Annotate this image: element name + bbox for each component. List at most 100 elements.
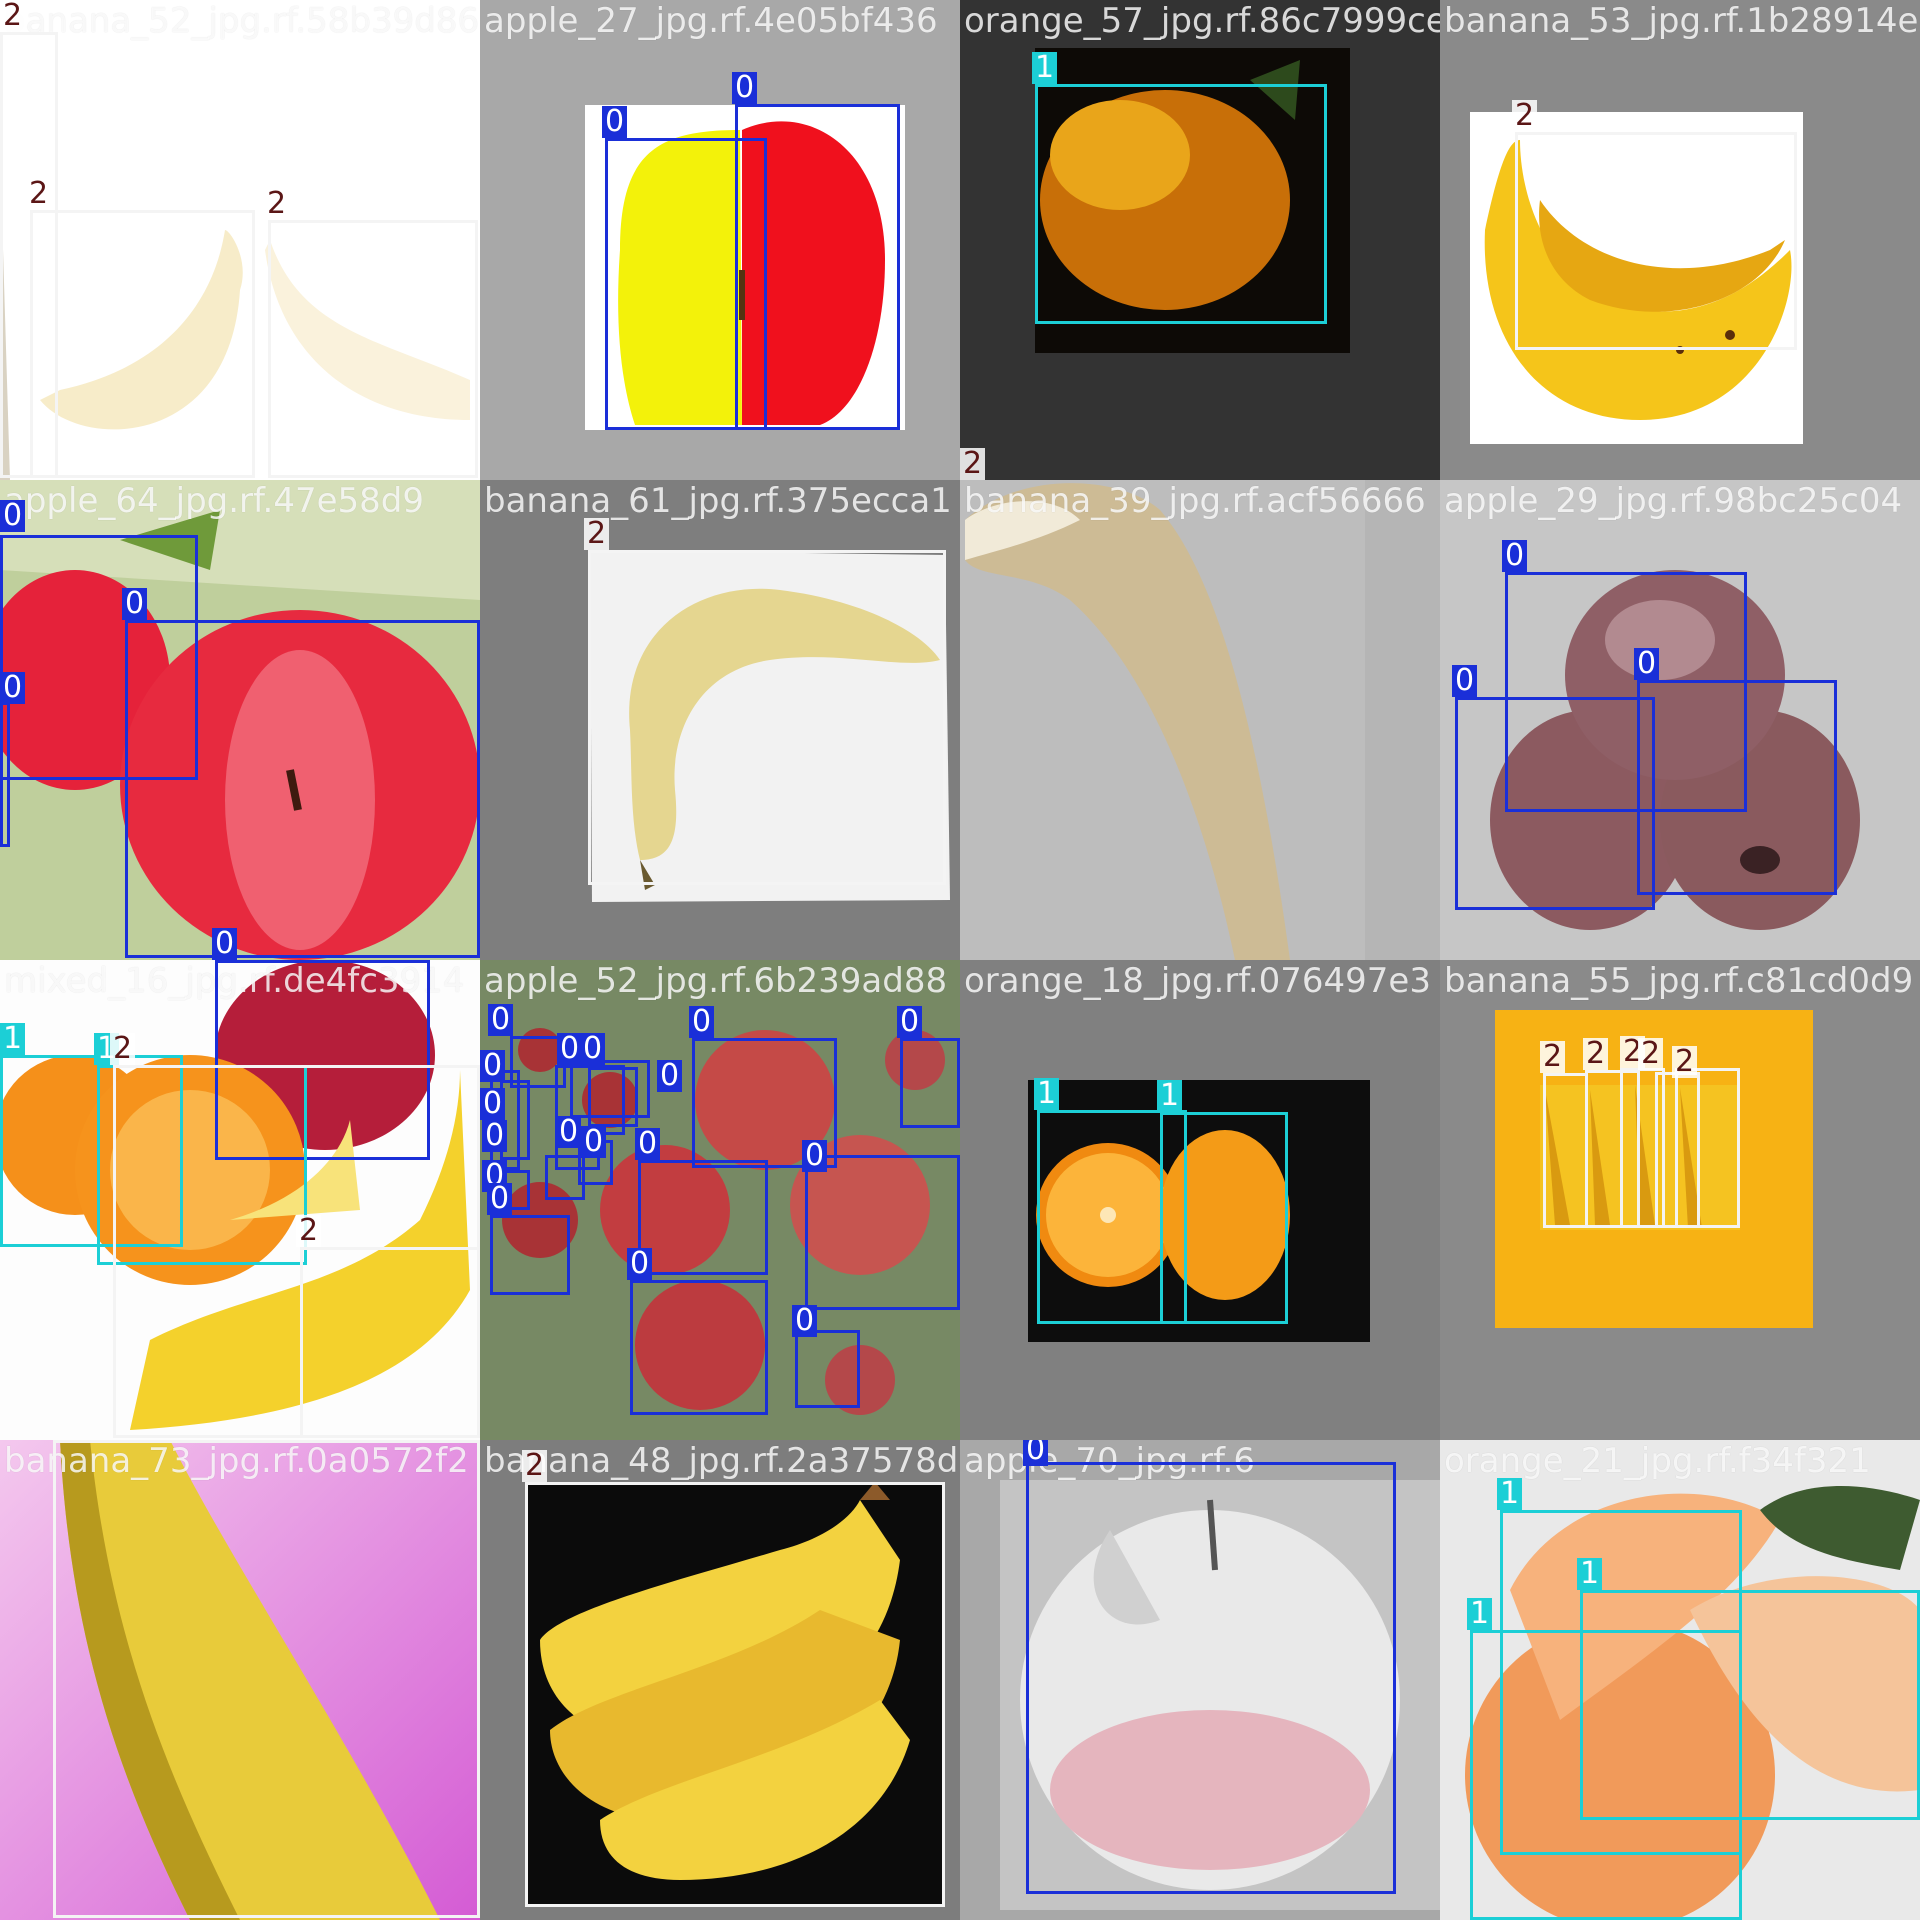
tile-11: orange_18_jpg.rf.076497e3 1 1 xyxy=(960,960,1440,1440)
bbox-label: 1 xyxy=(1032,52,1058,84)
tile-10: apple_52_jpg.rf.6b239ad88 0 0 0 0 0 0 0 … xyxy=(480,960,960,1440)
bbox-apple xyxy=(490,1215,570,1295)
bbox-label: 2 xyxy=(110,1033,136,1065)
bbox-apple xyxy=(1505,572,1747,812)
bbox-orange xyxy=(1470,1630,1742,1920)
tile-6: banana_61_jpg.rf.375ecca1 2 xyxy=(480,480,960,960)
bbox-label: 0 xyxy=(480,1088,506,1120)
bbox-label: 0 xyxy=(482,1120,508,1152)
banana-image xyxy=(0,1440,480,1920)
bbox-label: 2 xyxy=(960,448,986,480)
tile-filename: banana_73_jpg.rf.0a0572f2 xyxy=(4,1441,469,1481)
tile-7: banana_39_jpg.rf.acf56666 xyxy=(960,480,1440,960)
tile-4: banana_53_jpg.rf.1b28914e 2 xyxy=(1440,0,1920,480)
bbox-apple xyxy=(805,1155,960,1310)
bbox-orange xyxy=(0,1055,183,1247)
banana-image xyxy=(480,480,960,960)
tile-2: apple_27_jpg.rf.4e05bf436 0 0 xyxy=(480,0,960,480)
tile-filename: banana_61_jpg.rf.375ecca1 xyxy=(484,481,952,521)
banana-image xyxy=(1440,0,1920,480)
bbox-label: 1 xyxy=(1577,1558,1603,1590)
bbox-apple xyxy=(545,1155,585,1200)
bbox-label: 0 xyxy=(689,1006,715,1038)
bbox-banana xyxy=(53,1440,480,1918)
bbox-banana xyxy=(300,1247,480,1438)
bbox-apple xyxy=(630,1280,768,1415)
bbox-label: 2 xyxy=(1512,100,1538,132)
tile-filename: orange_18_jpg.rf.076497e3 xyxy=(964,961,1431,1001)
bbox-apple xyxy=(125,620,480,958)
bbox-banana xyxy=(588,550,946,885)
bbox-label: 2 xyxy=(26,178,52,210)
tile-filename: orange_21_jpg.rf.f34f321 xyxy=(1444,1441,1871,1481)
bbox-label: 0 xyxy=(1452,665,1478,697)
bbox-label: 0 xyxy=(556,1116,582,1148)
bbox-orange xyxy=(1037,1110,1187,1324)
bbox-banana xyxy=(1515,132,1797,350)
bbox-label: 0 xyxy=(792,1305,818,1337)
tile-8: apple_29_jpg.rf.98bc25c04 0 0 0 xyxy=(1440,480,1920,960)
bbox-label: 0 xyxy=(635,1128,661,1160)
bbox-label: 0 xyxy=(488,1004,514,1036)
bbox-apple xyxy=(1637,680,1837,895)
tile-filename: banana_53_jpg.rf.1b28914e xyxy=(1444,1,1919,41)
bbox-label: 1 xyxy=(0,1023,26,1055)
bbox-label: 1 xyxy=(1497,1478,1523,1510)
bbox-label: 0 xyxy=(657,1060,683,1092)
bbox-apple xyxy=(588,1067,638,1127)
bbox-banana xyxy=(1675,1068,1740,1228)
tile-1: banana_52_jpg.rf.58b39d86 2 2 2 xyxy=(0,0,480,480)
bbox-apple xyxy=(0,702,10,847)
bbox-label: 0 xyxy=(580,1033,606,1065)
banana-image xyxy=(960,480,1440,960)
bbox-label: 2 xyxy=(584,518,610,550)
bbox-label: 0 xyxy=(627,1248,653,1280)
bbox-banana xyxy=(268,220,478,478)
bbox-banana xyxy=(1543,1073,1588,1228)
tile-filename: apple_52_jpg.rf.6b239ad88 xyxy=(484,961,948,1001)
tile-filename: apple_27_jpg.rf.4e05bf436 xyxy=(484,1,938,41)
tile-filename: banana_55_jpg.rf.c81cd0d9 xyxy=(1444,961,1914,1001)
tile-5: apple_64_jpg.rf.47e58d9 0 0 0 0 xyxy=(0,480,480,960)
bbox-label: 2 xyxy=(296,1215,322,1247)
tile-3: orange_57_jpg.rf.86c7999ce 1 2 xyxy=(960,0,1440,480)
banana-image xyxy=(480,1440,960,1920)
banana-image xyxy=(1440,960,1920,1440)
bbox-label: 0 xyxy=(480,1050,506,1082)
bbox-label: 2 xyxy=(522,1450,548,1482)
tile-filename: orange_57_jpg.rf.86c7999ce xyxy=(964,1,1440,41)
bbox-label: 0 xyxy=(212,928,238,960)
bbox-banana xyxy=(30,210,255,478)
banana-image xyxy=(0,0,480,480)
bbox-label: 2 xyxy=(1638,1038,1664,1070)
bbox-label: 0 xyxy=(0,500,26,532)
bbox-apple xyxy=(900,1038,960,1128)
bbox-label: 2 xyxy=(1672,1046,1698,1078)
bbox-apple xyxy=(215,960,430,1160)
bbox-banana xyxy=(0,32,58,478)
tile-16: orange_21_jpg.rf.f34f321 1 1 1 xyxy=(1440,1440,1920,1920)
bbox-apple xyxy=(570,1060,650,1118)
bbox-apple xyxy=(0,535,198,780)
bbox-apple xyxy=(1026,1462,1396,1894)
bbox-label: 0 xyxy=(602,106,628,138)
bbox-label: 2 xyxy=(0,0,26,32)
bbox-label: 2 xyxy=(1583,1038,1609,1070)
bbox-label: 1 xyxy=(1034,1078,1060,1110)
bbox-label: 0 xyxy=(581,1126,607,1158)
tile-9: mixed_16_jpg.rf.de4fc3914 1 1 2 2 xyxy=(0,960,480,1440)
bbox-label: 0 xyxy=(122,588,148,620)
orange-image xyxy=(960,960,1440,1440)
tile-filename: apple_70_jpg.rf.6 xyxy=(964,1441,1255,1481)
bbox-label: 0 xyxy=(732,72,758,104)
bbox-label: 0 xyxy=(487,1183,513,1215)
tile-filename: apple_29_jpg.rf.98bc25c04 xyxy=(1444,481,1903,521)
bbox-orange xyxy=(1035,84,1327,324)
bbox-label: 0 xyxy=(1634,648,1660,680)
tile-15: apple_70_jpg.rf.6 0 xyxy=(960,1440,1440,1920)
bbox-apple xyxy=(692,1038,837,1168)
bbox-label: 0 xyxy=(0,672,26,704)
bbox-orange xyxy=(1580,1590,1920,1820)
orange-image xyxy=(1440,1440,1920,1920)
